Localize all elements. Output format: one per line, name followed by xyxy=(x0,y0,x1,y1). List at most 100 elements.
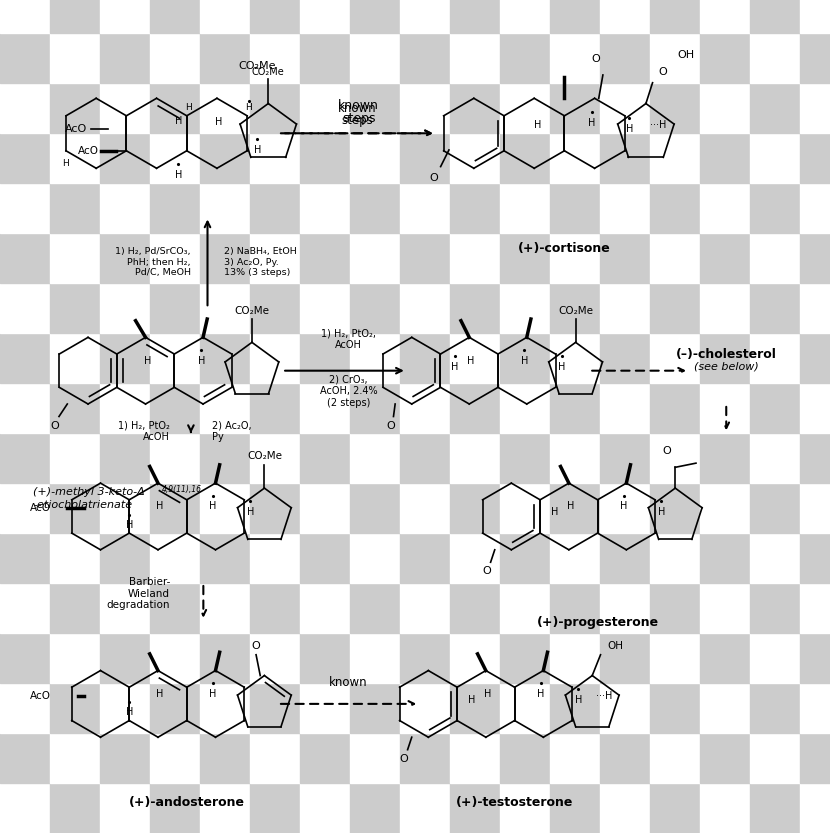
Bar xyxy=(250,783,300,833)
Bar xyxy=(250,0,300,33)
Bar xyxy=(600,83,650,133)
Bar xyxy=(0,183,50,233)
Bar xyxy=(800,583,830,633)
Bar xyxy=(50,233,100,283)
Bar xyxy=(150,383,200,433)
Bar xyxy=(200,0,250,33)
Bar xyxy=(50,733,100,783)
Bar xyxy=(750,633,800,683)
Text: H: H xyxy=(185,102,192,112)
Bar xyxy=(800,483,830,533)
Bar xyxy=(200,133,250,183)
Text: H: H xyxy=(588,118,596,128)
Text: H: H xyxy=(558,362,565,372)
Bar xyxy=(350,783,400,833)
Bar xyxy=(0,283,50,333)
Bar xyxy=(500,783,550,833)
Text: H: H xyxy=(467,356,475,366)
Bar xyxy=(300,333,350,383)
Bar xyxy=(550,83,600,133)
Bar xyxy=(350,483,400,533)
Bar xyxy=(150,233,200,283)
Bar xyxy=(200,533,250,583)
Bar xyxy=(250,283,300,333)
Bar xyxy=(250,233,300,283)
Bar xyxy=(450,783,500,833)
Text: OH: OH xyxy=(677,50,695,60)
Bar xyxy=(250,533,300,583)
Text: O: O xyxy=(399,754,408,764)
Bar xyxy=(500,283,550,333)
Bar xyxy=(550,233,600,283)
Text: steps: steps xyxy=(342,112,375,125)
Bar xyxy=(600,0,650,33)
Bar xyxy=(150,183,200,233)
Bar xyxy=(400,733,450,783)
Bar xyxy=(600,383,650,433)
Bar xyxy=(650,283,700,333)
Bar xyxy=(450,483,500,533)
Bar xyxy=(350,83,400,133)
Bar xyxy=(500,533,550,583)
Text: (+)-testosterone: (+)-testosterone xyxy=(456,796,574,809)
Bar xyxy=(650,33,700,83)
Bar xyxy=(550,33,600,83)
Bar xyxy=(0,133,50,183)
Text: H: H xyxy=(626,124,633,134)
Text: H: H xyxy=(520,356,528,366)
Bar xyxy=(650,183,700,233)
Bar xyxy=(800,783,830,833)
Bar xyxy=(700,683,750,733)
Bar xyxy=(50,83,100,133)
Bar xyxy=(650,683,700,733)
Bar xyxy=(450,533,500,583)
Bar xyxy=(400,583,450,633)
Text: 1) H₂, PtO₂
AcOH: 1) H₂, PtO₂ AcOH xyxy=(118,421,170,441)
Text: Barbier-
Wieland
degradation: Barbier- Wieland degradation xyxy=(106,577,170,610)
Text: CO₂Me: CO₂Me xyxy=(238,61,276,71)
Bar xyxy=(250,483,300,533)
Bar xyxy=(800,333,830,383)
Bar xyxy=(0,583,50,633)
Bar xyxy=(100,433,150,483)
Text: 2) NaBH₄, EtOH
3) Ac₂O, Py.
13% (3 steps): 2) NaBH₄, EtOH 3) Ac₂O, Py. 13% (3 steps… xyxy=(224,247,297,277)
Text: 1) H₂, PtO₂,
AcOH: 1) H₂, PtO₂, AcOH xyxy=(321,328,376,350)
Bar xyxy=(700,483,750,533)
Bar xyxy=(450,233,500,283)
Bar xyxy=(300,0,350,33)
Bar xyxy=(500,733,550,783)
Bar xyxy=(450,33,500,83)
Bar xyxy=(700,133,750,183)
Bar xyxy=(300,733,350,783)
Text: H: H xyxy=(215,117,222,127)
Bar xyxy=(750,783,800,833)
Bar xyxy=(300,283,350,333)
Bar xyxy=(500,483,550,533)
Bar xyxy=(450,133,500,183)
Bar xyxy=(200,333,250,383)
Bar xyxy=(600,283,650,333)
Text: 1) H₂, Pd/SrCO₃,
PhH; then H₂,
Pd/C, MeOH: 1) H₂, Pd/SrCO₃, PhH; then H₂, Pd/C, MeO… xyxy=(115,247,191,277)
Bar xyxy=(250,433,300,483)
Bar xyxy=(100,233,150,283)
Bar xyxy=(400,783,450,833)
Text: H: H xyxy=(620,501,627,511)
Text: (+)-methyl 3-keto-Δ: (+)-methyl 3-keto-Δ xyxy=(33,487,145,497)
Bar xyxy=(300,183,350,233)
Bar xyxy=(750,683,800,733)
Text: H: H xyxy=(209,689,217,699)
Text: AcO: AcO xyxy=(30,691,51,701)
Bar xyxy=(250,733,300,783)
Bar xyxy=(750,483,800,533)
Bar xyxy=(100,383,150,433)
Bar xyxy=(0,0,50,33)
Bar xyxy=(0,233,50,283)
Bar xyxy=(250,633,300,683)
Bar xyxy=(700,533,750,583)
Bar xyxy=(700,633,750,683)
Bar xyxy=(750,583,800,633)
Bar xyxy=(50,33,100,83)
Bar xyxy=(50,433,100,483)
Bar xyxy=(550,283,600,333)
Bar xyxy=(500,683,550,733)
